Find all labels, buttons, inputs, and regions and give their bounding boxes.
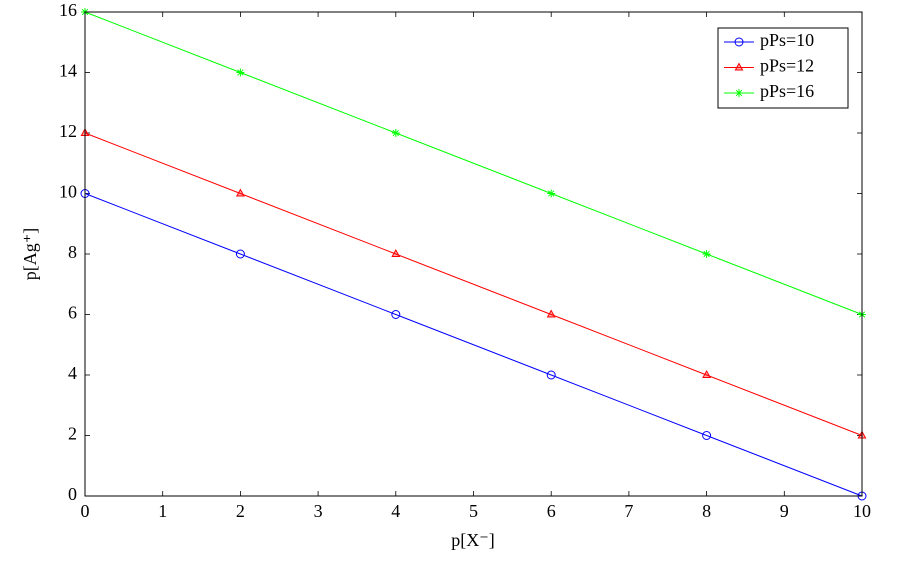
y-tick-label: 4	[68, 363, 77, 383]
marker	[391, 129, 400, 137]
series-line	[84, 11, 863, 315]
y-axis-label: p[Ag⁺]	[20, 228, 40, 281]
marker-stroke	[703, 250, 710, 258]
x-axis-label: p[X⁻]	[451, 530, 495, 550]
marker	[235, 188, 245, 197]
y-tick-label: 10	[59, 182, 77, 202]
x-tick-label: 9	[780, 501, 789, 521]
marker	[391, 248, 401, 257]
y-tick-label: 12	[59, 121, 77, 141]
x-tick-label: 5	[469, 501, 478, 521]
x-tick-label: 4	[391, 501, 400, 521]
x-tick-label: 10	[853, 501, 871, 521]
y-tick-label: 6	[68, 303, 77, 323]
y-tick-label: 0	[68, 484, 77, 504]
x-tick-label: 6	[547, 501, 556, 521]
x-tick-label: 0	[81, 501, 90, 521]
y-tick-label: 14	[59, 61, 77, 81]
marker	[391, 310, 401, 319]
y-tick-label: 2	[68, 424, 77, 444]
marker	[702, 431, 712, 440]
legend-label: pPs=16	[760, 81, 814, 101]
marker	[702, 369, 712, 378]
marker	[235, 249, 245, 259]
marker-stroke	[237, 69, 244, 76]
legend-label: pPs=12	[760, 56, 814, 76]
marker-stroke	[392, 129, 399, 137]
x-tick-label: 8	[702, 501, 711, 521]
x-tick-label: 1	[158, 501, 167, 521]
marker	[702, 250, 711, 258]
marker	[547, 189, 556, 198]
marker-stroke	[548, 190, 555, 197]
marker	[734, 62, 744, 71]
x-tick-label: 2	[236, 501, 245, 521]
x-tick-label: 3	[314, 501, 323, 521]
marker	[546, 370, 556, 380]
plot-frame	[84, 11, 863, 497]
marker	[236, 68, 245, 77]
marker	[546, 309, 556, 318]
y-tick-label: 16	[59, 0, 77, 20]
marker	[735, 89, 743, 97]
marker-stroke	[735, 89, 743, 97]
series-line	[84, 132, 863, 436]
series-line	[84, 193, 863, 497]
legend-label: pPs=10	[760, 30, 814, 50]
y-tick-label: 8	[68, 242, 77, 262]
marker	[734, 37, 744, 47]
x-tick-label: 7	[624, 501, 633, 521]
